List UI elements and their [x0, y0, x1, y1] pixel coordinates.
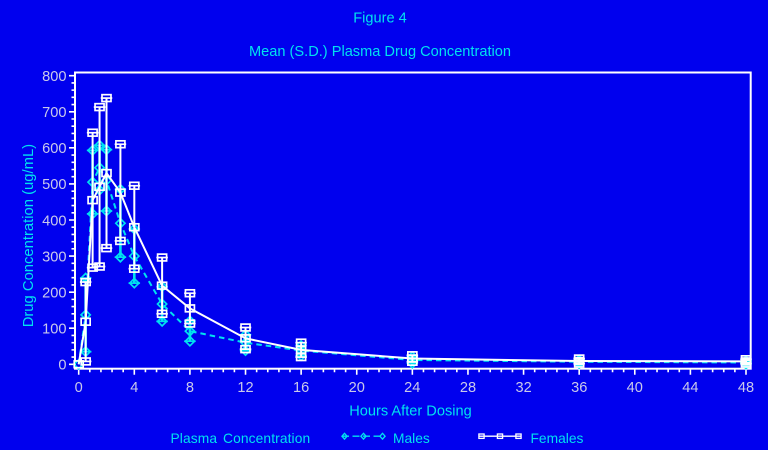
svg-text:24: 24: [404, 380, 420, 396]
svg-text:500: 500: [42, 177, 66, 193]
svg-text:Plasma Concentration: Plasma Concentration: [171, 431, 311, 446]
svg-text:0: 0: [75, 380, 83, 396]
svg-text:Females: Females: [531, 431, 584, 446]
svg-text:800: 800: [42, 69, 66, 85]
svg-text:700: 700: [42, 105, 66, 121]
svg-text:48: 48: [738, 380, 754, 396]
svg-text:8: 8: [186, 380, 194, 396]
svg-text:100: 100: [42, 322, 66, 338]
svg-text:0: 0: [58, 358, 66, 374]
svg-text:Males: Males: [393, 431, 430, 446]
svg-text:200: 200: [42, 285, 66, 301]
svg-text:Hours After Dosing: Hours After Dosing: [349, 404, 471, 420]
svg-text:Drug Concentration (ug/mL): Drug Concentration (ug/mL): [21, 144, 37, 327]
svg-text:32: 32: [515, 380, 531, 396]
svg-text:16: 16: [293, 380, 309, 396]
svg-text:300: 300: [42, 249, 66, 265]
svg-text:4: 4: [130, 380, 138, 396]
svg-text:40: 40: [627, 380, 643, 396]
svg-text:400: 400: [42, 213, 66, 229]
svg-text:Figure 4: Figure 4: [353, 10, 407, 26]
svg-text:44: 44: [682, 380, 698, 396]
svg-text:28: 28: [460, 380, 476, 396]
svg-text:36: 36: [571, 380, 587, 396]
svg-text:Mean (S.D.) Plasma Drug Concen: Mean (S.D.) Plasma Drug Concentration: [249, 44, 511, 60]
svg-text:20: 20: [349, 380, 365, 396]
svg-text:600: 600: [42, 141, 66, 157]
svg-text:12: 12: [237, 380, 253, 396]
